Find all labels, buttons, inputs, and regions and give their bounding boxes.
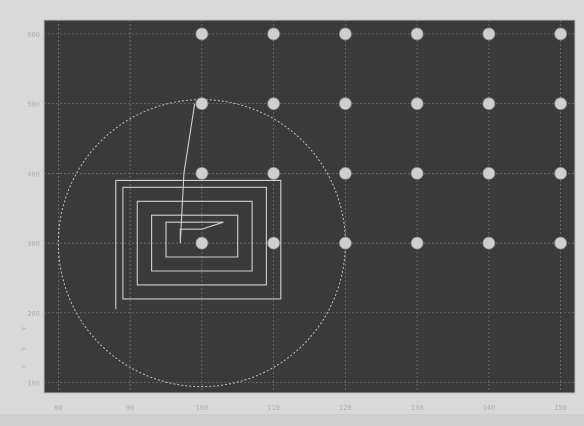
y-axis-marker: ⊢ (22, 345, 26, 353)
y-tick-label: 600 (27, 31, 40, 39)
x-tick-label: 140 (483, 404, 496, 412)
y-tick-label: 200 (27, 310, 40, 318)
data-point[interactable] (195, 27, 209, 41)
data-point[interactable] (195, 166, 209, 180)
x-tick-label: 120 (339, 404, 352, 412)
data-point[interactable] (195, 97, 209, 111)
y-axis-side-markers: ⊢ ⊢ ⊢ (22, 325, 26, 371)
data-point[interactable] (267, 166, 281, 180)
status-bar (0, 414, 584, 426)
data-point[interactable] (410, 236, 424, 250)
grid-lines (44, 20, 575, 393)
y-axis-marker: ⊢ (22, 363, 26, 371)
spiral-trace (115, 103, 282, 310)
axis-tick-labels: 80 90 100 110 120 130 140 150 600 500 400 300 200 100 (27, 31, 567, 412)
data-point[interactable] (267, 97, 281, 111)
data-point[interactable] (482, 236, 496, 250)
data-point[interactable] (267, 27, 281, 41)
y-axis-marker: ⊢ (22, 325, 26, 333)
data-points (195, 27, 568, 250)
data-point[interactable] (554, 97, 568, 111)
data-point[interactable] (338, 166, 352, 180)
data-point[interactable] (554, 27, 568, 41)
data-point[interactable] (554, 236, 568, 250)
y-tick-label: 100 (27, 380, 40, 388)
data-point[interactable] (482, 27, 496, 41)
data-point[interactable] (554, 166, 568, 180)
data-point[interactable] (338, 97, 352, 111)
y-tick-label: 300 (27, 240, 40, 248)
data-point[interactable] (482, 166, 496, 180)
data-point[interactable] (482, 97, 496, 111)
x-tick-label: 110 (267, 404, 280, 412)
data-point[interactable] (195, 236, 209, 250)
data-point[interactable] (410, 166, 424, 180)
x-tick-label: 100 (196, 404, 209, 412)
x-tick-label: 80 (54, 404, 62, 412)
x-tick-label: 90 (126, 404, 134, 412)
x-tick-label: 150 (554, 404, 567, 412)
x-tick-label: 130 (411, 404, 424, 412)
data-point[interactable] (267, 236, 281, 250)
data-point[interactable] (338, 27, 352, 41)
data-point[interactable] (410, 97, 424, 111)
y-tick-label: 500 (27, 101, 40, 109)
y-tick-label: 400 (27, 170, 40, 178)
plot-area (43, 19, 576, 394)
data-point[interactable] (410, 27, 424, 41)
data-point[interactable] (338, 236, 352, 250)
